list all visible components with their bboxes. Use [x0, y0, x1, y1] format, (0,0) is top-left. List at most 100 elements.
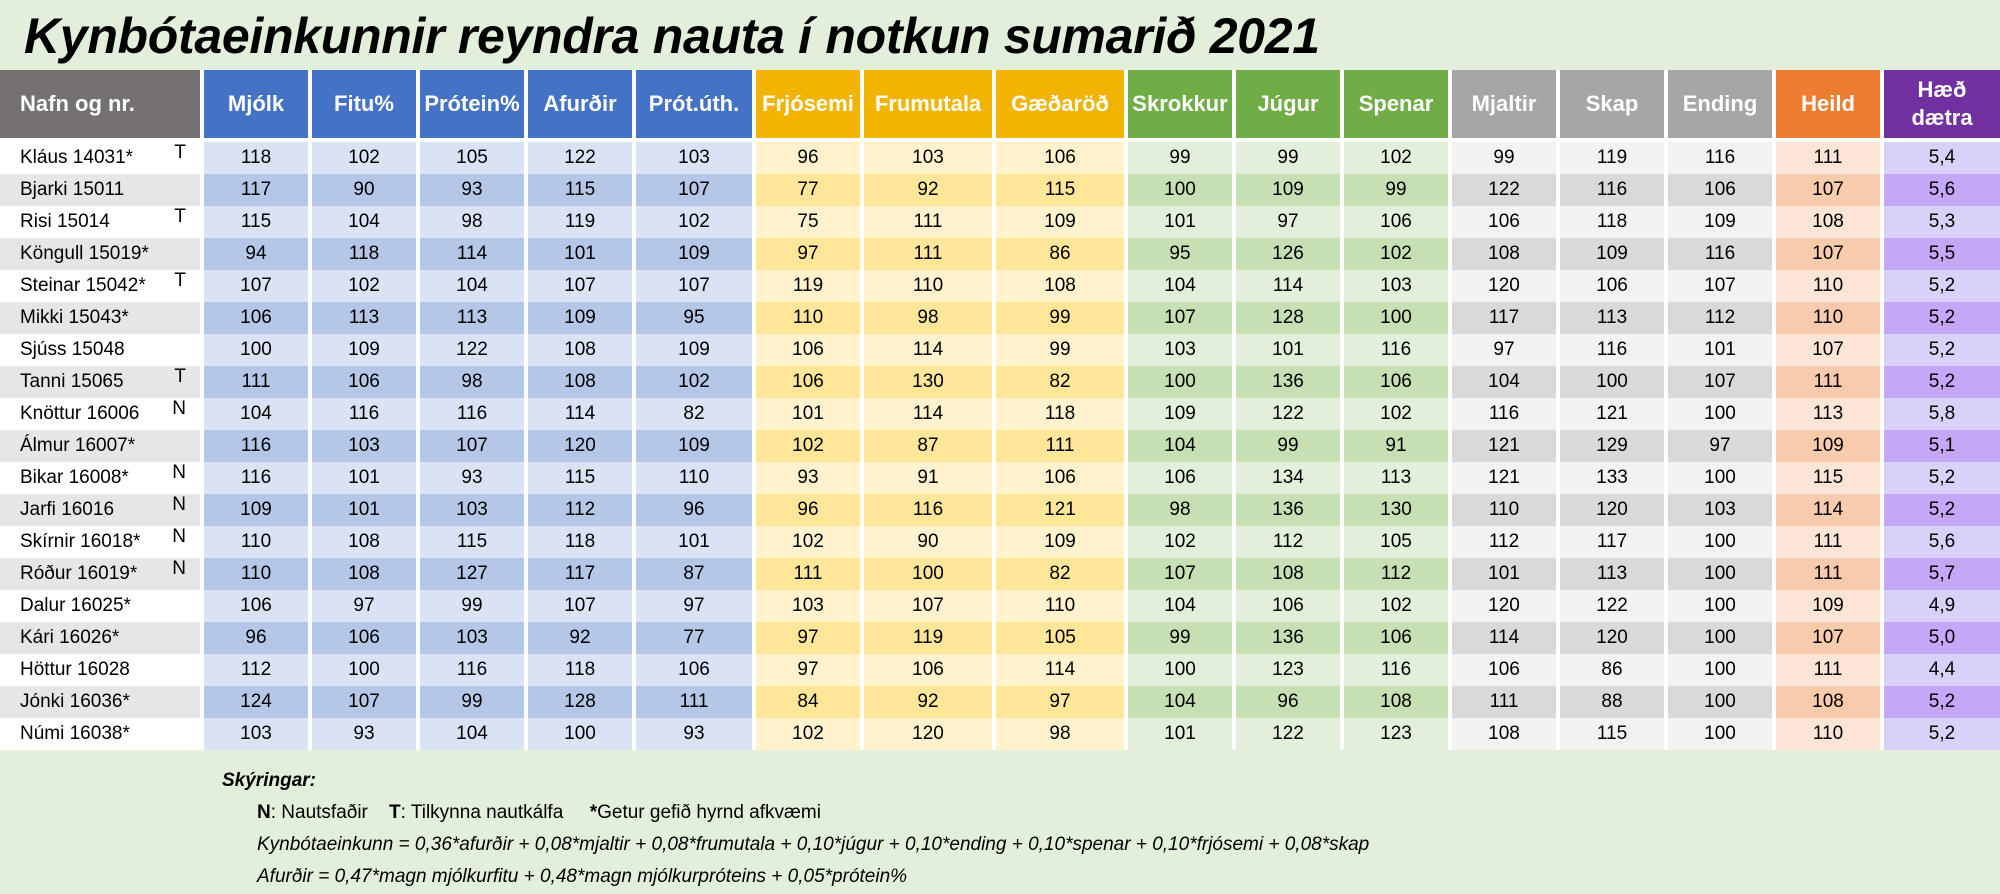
value-cell: 127 [420, 558, 528, 590]
column-header: Spenar [1344, 70, 1452, 142]
value-cell: 102 [1344, 398, 1452, 430]
value-cell: 111 [1776, 558, 1884, 590]
value-cell: 122 [420, 334, 528, 366]
value-cell: 97 [1236, 206, 1344, 238]
bull-name-cell: Bikar 16008* N [0, 462, 204, 494]
value-cell: 116 [1344, 654, 1452, 686]
table-row: Steinar 15042* T 107 102 104 107 107 119 110 108 1… [0, 270, 2000, 302]
value-cell: 87 [864, 430, 996, 462]
value-cell: 109 [1776, 590, 1884, 622]
value-cell: 121 [1452, 462, 1560, 494]
value-cell: 109 [1776, 430, 1884, 462]
value-cell: 96 [636, 494, 756, 526]
value-cell: 109 [636, 334, 756, 366]
value-cell: 103 [864, 142, 996, 174]
legend-codes: N: Nautsfaðir T: Tilkynna nautkálfa *Get… [257, 802, 821, 824]
value-cell: 107 [528, 270, 636, 302]
column-header: Frjósemi [756, 70, 864, 142]
value-cell: 118 [1560, 206, 1668, 238]
value-cell: 84 [756, 686, 864, 718]
value-cell: 108 [312, 558, 420, 590]
value-cell: 97 [1668, 430, 1776, 462]
value-cell: 107 [1668, 366, 1776, 398]
value-cell: 97 [312, 590, 420, 622]
value-cell: 117 [1452, 302, 1560, 334]
breeding-index-formula: Kynbótaeinkunn = 0,36*afurðir + 0,08*mja… [257, 834, 1370, 855]
value-cell: 108 [528, 366, 636, 398]
bull-name: Knöttur 16006 [20, 403, 140, 424]
value-cell: 5,2 [1884, 718, 2000, 750]
value-cell: 107 [1776, 622, 1884, 654]
bull-name: Skírnir 16018* [20, 531, 141, 552]
value-cell: 105 [420, 142, 528, 174]
value-cell: 119 [756, 270, 864, 302]
value-cell: 75 [756, 206, 864, 238]
value-cell: 116 [420, 654, 528, 686]
bull-mark: T [174, 142, 186, 163]
value-cell: 107 [636, 174, 756, 206]
value-cell: 115 [528, 462, 636, 494]
value-cell: 108 [1776, 206, 1884, 238]
column-header: Frumutala [864, 70, 996, 142]
value-cell: 102 [636, 366, 756, 398]
value-cell: 102 [1128, 526, 1236, 558]
value-cell: 116 [1560, 174, 1668, 206]
value-cell: 112 [204, 654, 312, 686]
value-cell: 90 [312, 174, 420, 206]
value-cell: 110 [996, 590, 1128, 622]
value-cell: 106 [636, 654, 756, 686]
value-cell: 100 [1668, 686, 1776, 718]
bull-name-cell: Bjarki 15011 [0, 174, 204, 206]
value-cell: 114 [528, 398, 636, 430]
value-cell: 108 [312, 526, 420, 558]
bull-name: Bikar 16008* [20, 467, 129, 488]
value-cell: 104 [420, 718, 528, 750]
value-cell: 97 [1452, 334, 1560, 366]
value-cell: 110 [636, 462, 756, 494]
value-cell: 94 [204, 238, 312, 270]
value-cell: 99 [1236, 142, 1344, 174]
value-cell: 115 [528, 174, 636, 206]
value-cell: 97 [636, 590, 756, 622]
bull-name-cell: Sjúss 15048 [0, 334, 204, 366]
value-cell: 134 [1236, 462, 1344, 494]
breeding-values-table: Nafn og nr. Mjólk Fitu% Prótein% Afurðir Prót… [0, 70, 2000, 750]
value-cell: 98 [420, 206, 528, 238]
value-cell: 101 [636, 526, 756, 558]
value-cell: 110 [1776, 270, 1884, 302]
value-cell: 117 [1560, 526, 1668, 558]
value-cell: 93 [636, 718, 756, 750]
value-cell: 100 [1668, 462, 1776, 494]
legend-star-text: Getur gefið hyrnd afkvæmi [597, 802, 821, 823]
value-cell: 99 [996, 302, 1128, 334]
value-cell: 104 [1128, 430, 1236, 462]
value-cell: 136 [1236, 622, 1344, 654]
value-cell: 96 [1236, 686, 1344, 718]
value-cell: 114 [864, 398, 996, 430]
value-cell: 110 [756, 302, 864, 334]
column-header: Prótein% [420, 70, 528, 142]
value-cell: 119 [864, 622, 996, 654]
value-cell: 106 [756, 334, 864, 366]
value-cell: 100 [1668, 526, 1776, 558]
table-row: Tanni 15065 T 111 106 98 108 102 106 130 82 100 136… [0, 366, 2000, 398]
value-cell: 100 [1128, 174, 1236, 206]
value-cell: 111 [204, 366, 312, 398]
value-cell: 88 [1560, 686, 1668, 718]
value-cell: 106 [1344, 206, 1452, 238]
bull-mark: N [172, 558, 186, 579]
column-header: Gæðaröð [996, 70, 1128, 142]
value-cell: 111 [636, 686, 756, 718]
value-cell: 116 [1668, 238, 1776, 270]
value-cell: 5,0 [1884, 622, 2000, 654]
value-cell: 92 [864, 686, 996, 718]
value-cell: 100 [864, 558, 996, 590]
value-cell: 99 [1128, 622, 1236, 654]
value-cell: 114 [864, 334, 996, 366]
value-cell: 101 [756, 398, 864, 430]
value-cell: 112 [1344, 558, 1452, 590]
value-cell: 111 [1776, 366, 1884, 398]
value-cell: 100 [312, 654, 420, 686]
value-cell: 103 [636, 142, 756, 174]
value-cell: 100 [1560, 366, 1668, 398]
